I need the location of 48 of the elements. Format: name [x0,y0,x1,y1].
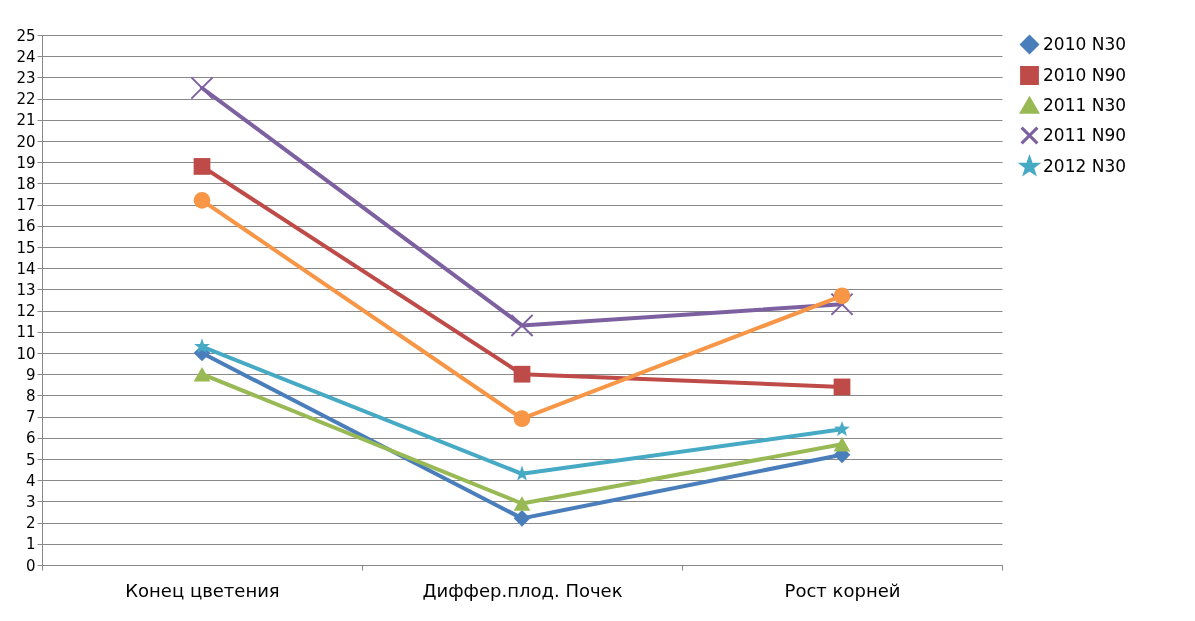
y-tick-label: 10 [16,344,36,363]
y-tick-label: 12 [16,302,36,321]
point [193,192,211,209]
y-tick-label: 17 [16,196,36,215]
y-tick-label: 5 [25,450,36,469]
y-tick-label: 16 [16,217,36,236]
x-tick-label: Диффер.плод. Почек [422,579,623,601]
y-tick-label: 15 [16,238,36,257]
legend-label: 2011 N90 [1043,124,1127,145]
point [833,436,851,452]
y-tick-label: 1 [25,535,36,554]
legend-label: 2010 N30 [1043,33,1127,54]
point [833,287,851,305]
legend-label: 2010 N90 [1043,64,1127,85]
x-tick-label: Рост корней [784,579,901,601]
y-tick-label: 18 [16,174,36,193]
point [193,366,211,382]
y-tick-label: 21 [16,111,36,130]
point [513,410,531,428]
y-tick-label: 6 [25,429,36,448]
point [513,496,531,511]
point [834,420,850,437]
point [513,365,531,383]
point [194,338,210,354]
y-tick-label: 0 [25,556,36,575]
y-tick-label: 4 [25,471,36,490]
y-tick-label: 25 [16,26,36,45]
y-tick-label: 20 [16,132,36,151]
point [510,313,534,338]
y-tick-label: 23 [16,68,36,87]
y-tick-label: 14 [16,259,36,278]
y-tick-label: 11 [16,323,36,342]
y-tick-label: 8 [25,386,36,405]
point [513,509,531,527]
y-tick-label: 3 [25,492,36,511]
y-tick-label: 2 [25,514,36,533]
legend-label: 2012 N30 [1043,155,1127,176]
y-tick-label: 22 [16,90,36,109]
y-tick-label: 24 [16,47,36,66]
point [833,378,851,396]
y-tick-label: 7 [25,408,36,427]
x-tick-label: Конец цветения [125,579,280,601]
y-tick-label: 19 [16,153,36,172]
y-tick-label: 9 [25,365,36,384]
point [190,76,214,100]
point [193,158,211,175]
legend-label: 2011 N30 [1043,94,1127,115]
y-tick-label: 13 [16,280,36,299]
